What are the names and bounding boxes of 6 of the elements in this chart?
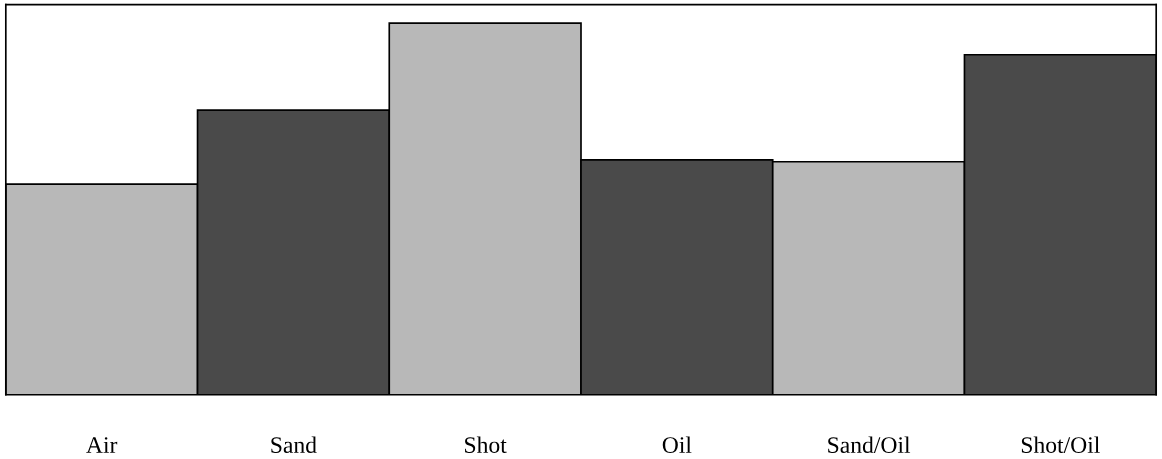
x-tick-label: Oil	[662, 436, 692, 454]
x-tick-label: Sand	[271, 436, 317, 454]
x-tick-label: Sand/Oil	[828, 436, 911, 454]
x-tick-label: Shot/Oil	[1021, 436, 1100, 454]
x-tick-label: Shot	[465, 436, 507, 454]
x-tick-label: Air	[86, 437, 118, 453]
